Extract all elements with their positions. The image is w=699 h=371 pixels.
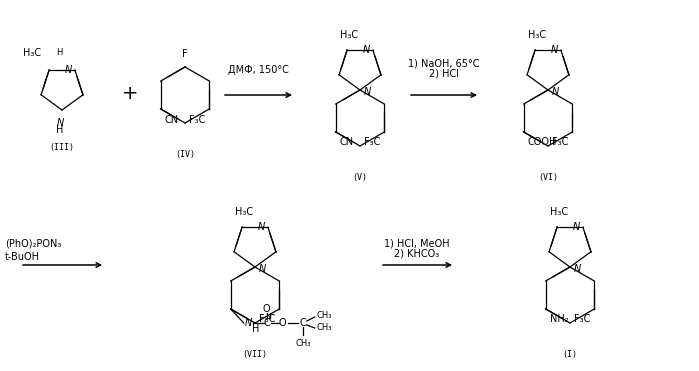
Text: N: N [57, 118, 64, 128]
Text: (III): (III) [50, 143, 75, 152]
Text: CN: CN [165, 115, 179, 125]
Text: H: H [57, 125, 64, 135]
Text: C: C [264, 318, 270, 328]
Text: N: N [363, 45, 370, 55]
Text: F₃C: F₃C [574, 314, 590, 324]
Text: 1) HCl, MeOH: 1) HCl, MeOH [384, 238, 450, 248]
Text: CN: CN [340, 137, 354, 147]
Text: CH₃: CH₃ [317, 311, 332, 319]
Text: NH₂: NH₂ [549, 314, 568, 324]
Text: +: + [122, 83, 138, 102]
Text: F: F [182, 49, 188, 59]
Text: O: O [279, 318, 287, 328]
Text: H: H [252, 324, 259, 334]
Text: H₃C: H₃C [23, 48, 41, 58]
Text: N: N [65, 65, 72, 75]
Text: H₃C: H₃C [235, 207, 253, 217]
Text: O: O [263, 304, 271, 314]
Text: H₃C: H₃C [340, 30, 358, 40]
Text: N: N [551, 45, 558, 55]
Text: ДМФ, 150°C: ДМФ, 150°C [228, 65, 289, 75]
Text: (VI): (VI) [538, 173, 558, 182]
Text: (IV): (IV) [175, 150, 195, 159]
Text: N: N [574, 264, 582, 274]
Text: (PhO)₂PON₃: (PhO)₂PON₃ [5, 238, 62, 248]
Text: N: N [259, 264, 266, 274]
Text: CH₃: CH₃ [317, 322, 332, 332]
Text: N: N [572, 222, 580, 232]
Text: (VII): (VII) [243, 350, 268, 359]
Text: (V): (V) [352, 173, 368, 182]
Text: F₃C: F₃C [189, 115, 206, 125]
Text: N: N [258, 222, 265, 232]
Text: CH₃: CH₃ [295, 339, 310, 348]
Text: H₃C: H₃C [550, 207, 568, 217]
Text: 1) NaOH, 65°C: 1) NaOH, 65°C [408, 58, 480, 68]
Text: F₃C: F₃C [552, 137, 568, 147]
Text: H: H [57, 48, 63, 57]
Text: F₃C: F₃C [364, 137, 380, 147]
Text: C: C [299, 318, 306, 328]
Text: N: N [245, 318, 252, 328]
Text: 2) KHCO₃: 2) KHCO₃ [394, 248, 440, 258]
Text: (I): (I) [563, 350, 577, 359]
Text: H₃C: H₃C [528, 30, 546, 40]
Text: COOH: COOH [528, 137, 557, 147]
Text: t-BuOH: t-BuOH [5, 252, 40, 262]
Text: 2) HCl: 2) HCl [429, 68, 459, 78]
Text: N: N [364, 87, 371, 97]
Text: N: N [552, 87, 559, 97]
Text: F₃C: F₃C [259, 314, 275, 324]
